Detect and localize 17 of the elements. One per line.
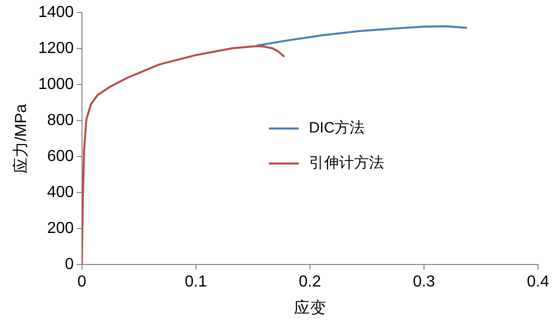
y-tick-label: 200 bbox=[47, 220, 74, 238]
y-tick-label: 1400 bbox=[38, 4, 74, 22]
y-tick-label: 800 bbox=[47, 112, 74, 130]
y-tick-label: 1200 bbox=[38, 40, 74, 58]
legend-label: 引伸计方法 bbox=[308, 154, 384, 172]
y-tick-label: 600 bbox=[47, 148, 74, 166]
y-tick-label: 0 bbox=[64, 256, 74, 274]
y-axis-title: 应力/MPa bbox=[12, 104, 30, 174]
y-tick-label: 1000 bbox=[38, 76, 74, 94]
x-tick-label: 0.1 bbox=[184, 274, 208, 291]
x-tick-label: 0.3 bbox=[412, 274, 436, 291]
x-tick-label: 0.2 bbox=[298, 274, 322, 291]
y-tick-label: 400 bbox=[47, 184, 74, 202]
x-tick-label: 0 bbox=[77, 274, 86, 291]
legend-label: DIC方法 bbox=[308, 120, 365, 137]
x-axis-title: 应变 bbox=[294, 298, 326, 317]
x-tick-label: 0.4 bbox=[526, 274, 550, 291]
